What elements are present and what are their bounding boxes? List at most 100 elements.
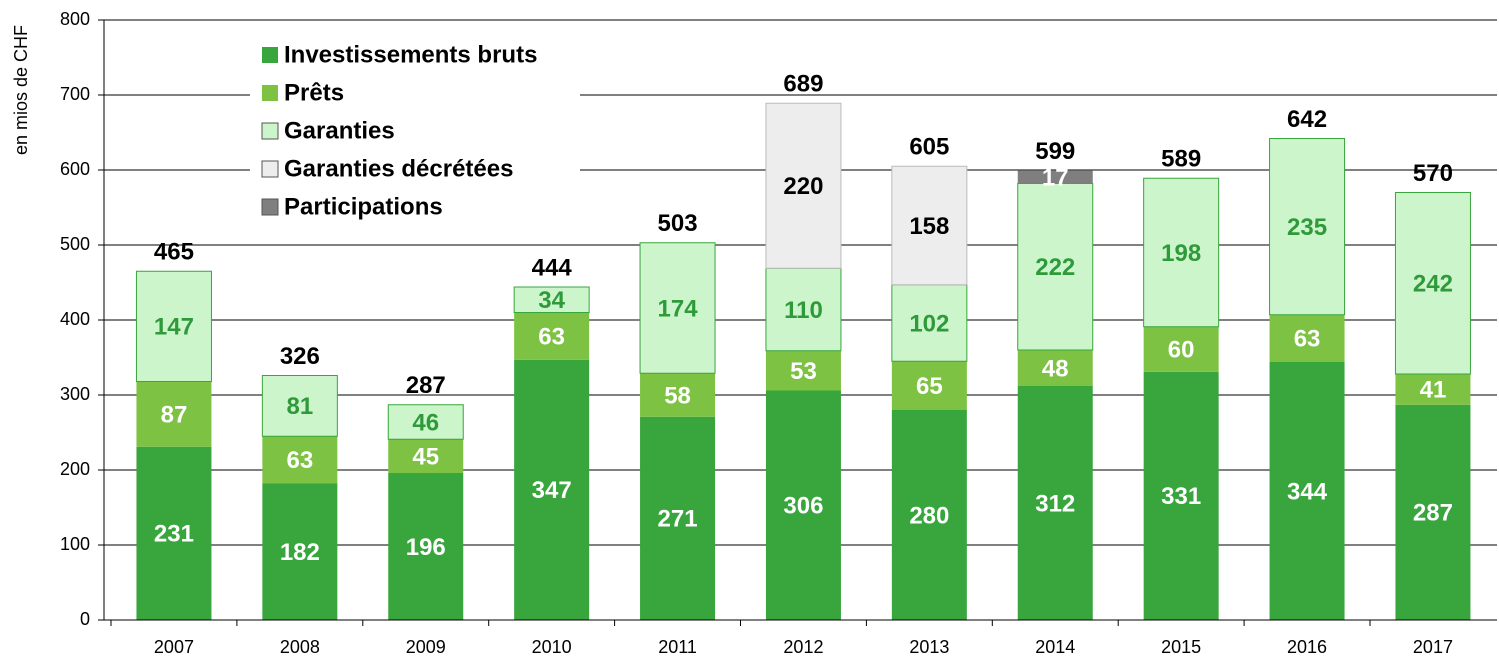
y-tick-label: 100 xyxy=(60,534,90,554)
value-label: 220 xyxy=(783,173,823,200)
bar-segment xyxy=(262,483,338,620)
bar-segment xyxy=(388,473,464,620)
bar-segment xyxy=(891,284,968,362)
y-tick-label: 0 xyxy=(80,609,90,629)
total-label: 287 xyxy=(406,372,446,399)
x-tick-label: 2011 xyxy=(658,637,697,657)
legend-label: Investissements bruts xyxy=(284,41,537,68)
bar-segment xyxy=(136,381,212,447)
value-label: 196 xyxy=(406,534,446,561)
value-label: 347 xyxy=(532,477,572,504)
bar-segment xyxy=(640,373,716,417)
y-tick-label: 400 xyxy=(60,309,90,329)
legend-swatch xyxy=(262,85,278,101)
x-tick-label: 2017 xyxy=(1413,637,1453,657)
total-label: 589 xyxy=(1161,146,1201,173)
bar-segment xyxy=(891,410,967,620)
value-label: 63 xyxy=(1294,326,1321,353)
bar-segment xyxy=(765,390,841,620)
bar-segment xyxy=(765,350,841,391)
x-tick-label: 2009 xyxy=(406,637,446,657)
x-tick-label: 2016 xyxy=(1287,637,1327,657)
total-label: 444 xyxy=(532,254,573,281)
value-label: 287 xyxy=(1413,500,1453,527)
value-label: 271 xyxy=(658,506,698,533)
value-label: 45 xyxy=(412,443,439,470)
total-label: 642 xyxy=(1287,106,1327,133)
bar-segment xyxy=(1143,371,1219,620)
bar-segment xyxy=(514,359,590,620)
x-tick-label: 2007 xyxy=(154,637,194,657)
bar-segment xyxy=(1143,177,1220,328)
value-label: 41 xyxy=(1420,377,1447,404)
bar-segment xyxy=(388,439,464,473)
value-label: 81 xyxy=(286,393,313,420)
legend-box xyxy=(250,36,580,230)
bar-segment xyxy=(1394,192,1471,375)
x-tick-label: 2012 xyxy=(783,637,823,657)
value-label: 174 xyxy=(658,295,699,322)
total-label: 570 xyxy=(1413,160,1453,187)
legend-swatch xyxy=(261,198,279,216)
value-label: 58 xyxy=(664,382,691,409)
bar-segment xyxy=(640,416,716,620)
value-label: 235 xyxy=(1287,214,1327,241)
value-label: 158 xyxy=(909,213,949,240)
x-tick-label: 2015 xyxy=(1161,637,1201,657)
value-label: 198 xyxy=(1161,240,1201,267)
value-label: 60 xyxy=(1168,337,1195,364)
value-label: 280 xyxy=(909,502,949,529)
x-tick-label: 2014 xyxy=(1035,637,1075,657)
total-label: 605 xyxy=(909,134,949,161)
bar-segment xyxy=(513,286,590,313)
value-label: 46 xyxy=(412,409,439,436)
bar-segment xyxy=(1395,404,1471,620)
bar-segment xyxy=(136,446,212,620)
value-label: 312 xyxy=(1035,490,1075,517)
legend-label: Garanties xyxy=(284,117,395,144)
legend-swatch xyxy=(261,160,279,178)
legend-label: Prêts xyxy=(284,79,344,106)
value-label: 222 xyxy=(1035,254,1075,281)
y-tick-label: 800 xyxy=(60,9,90,29)
value-label: 48 xyxy=(1042,355,1069,382)
bar-segment xyxy=(514,312,590,360)
bar-segment xyxy=(765,102,842,269)
bar-segment xyxy=(1269,138,1346,316)
y-axis-label: en mios de CHF xyxy=(11,25,31,155)
bar-segment xyxy=(1017,170,1093,184)
bar-segment xyxy=(639,242,716,374)
bar-segment xyxy=(891,361,967,410)
bar-segment xyxy=(1269,314,1345,362)
value-label: 102 xyxy=(909,310,949,337)
x-tick-label: 2010 xyxy=(532,637,572,657)
legend-label: Garanties décrétées xyxy=(284,155,513,182)
value-label: 17 xyxy=(1042,164,1069,191)
bar-segment xyxy=(891,165,968,286)
bar-segment xyxy=(1017,183,1094,351)
value-label: 331 xyxy=(1161,483,1201,510)
bar-segment xyxy=(1395,374,1471,405)
y-tick-label: 300 xyxy=(60,384,90,404)
legend-label: Participations xyxy=(284,193,443,220)
value-label: 231 xyxy=(154,521,194,548)
total-label: 326 xyxy=(280,343,320,370)
legend-swatch xyxy=(262,47,278,63)
bar-segment xyxy=(1017,350,1093,386)
bar-segment xyxy=(1269,362,1345,620)
value-label: 306 xyxy=(783,493,823,520)
x-tick-label: 2008 xyxy=(280,637,320,657)
value-label: 34 xyxy=(538,287,565,314)
total-label: 503 xyxy=(658,210,698,237)
total-label: 465 xyxy=(154,239,194,266)
bar-segment xyxy=(1017,386,1093,620)
legend-swatch xyxy=(261,122,279,140)
value-label: 344 xyxy=(1287,478,1328,505)
y-tick-label: 700 xyxy=(60,84,90,104)
value-label: 63 xyxy=(286,447,313,474)
bar-segment xyxy=(387,404,464,440)
value-label: 87 xyxy=(161,401,188,428)
bar-segment xyxy=(765,267,842,352)
value-label: 182 xyxy=(280,539,320,566)
x-tick-label: 2013 xyxy=(909,637,949,657)
